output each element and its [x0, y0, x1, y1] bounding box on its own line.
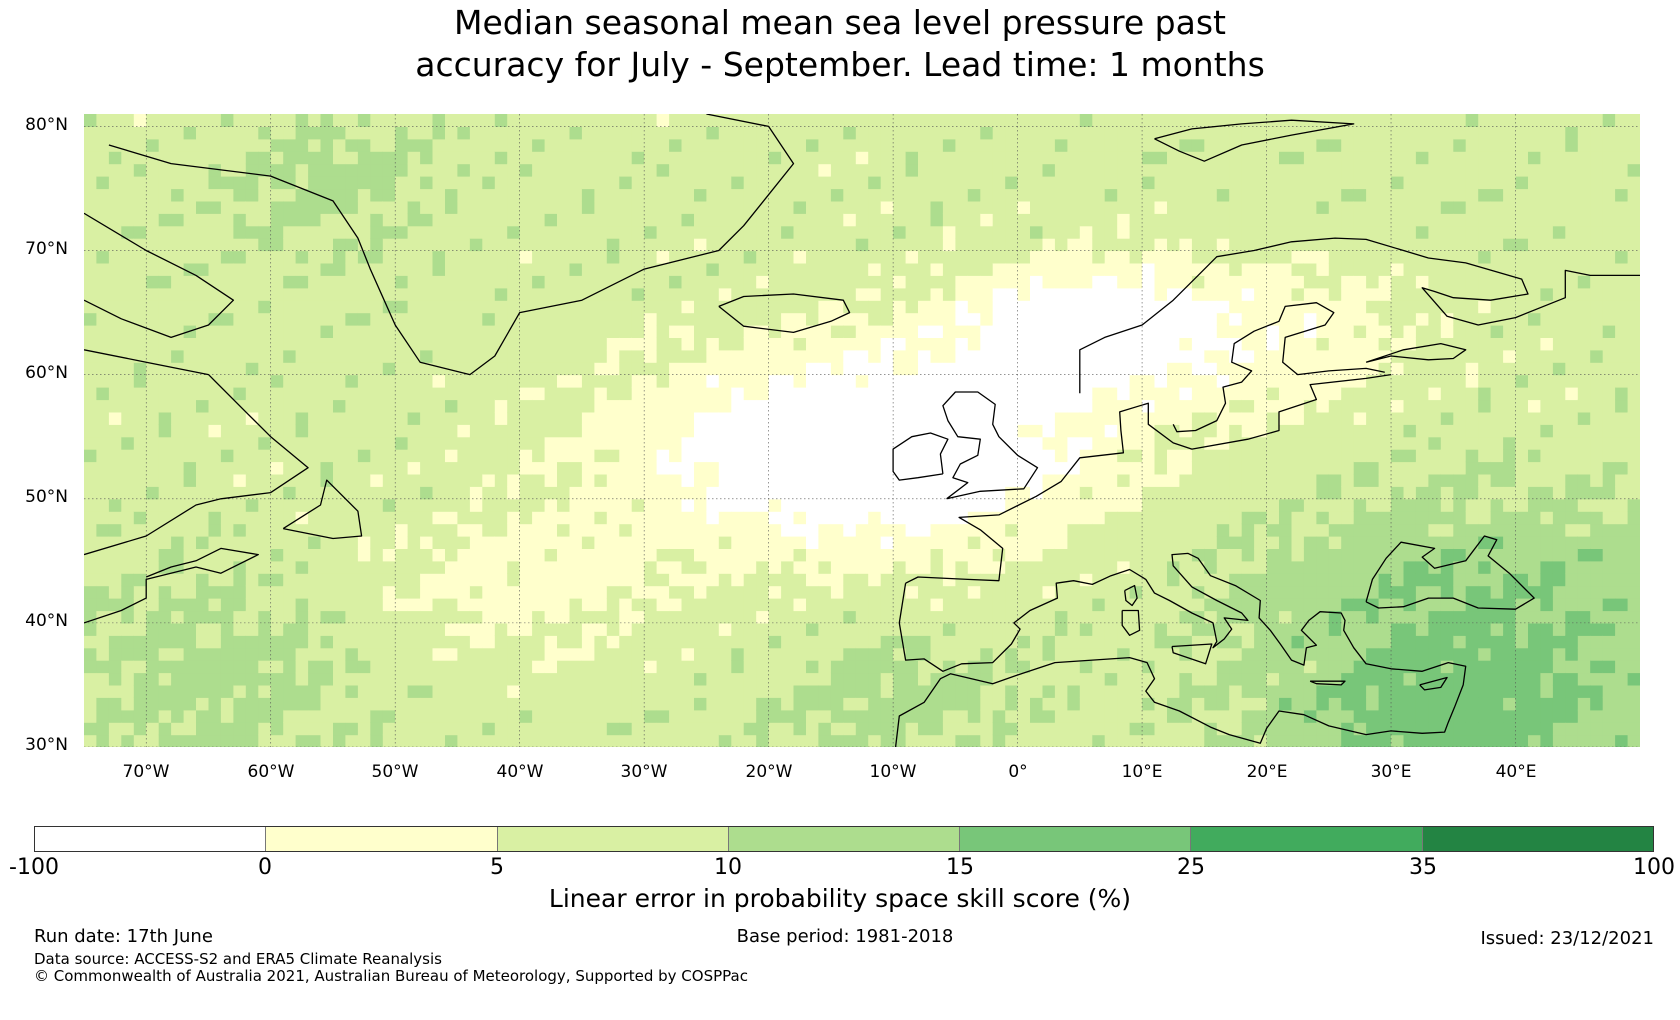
lon-tick-30w: 30°W: [620, 762, 668, 782]
colorbar-segment: [1191, 827, 1423, 851]
newfoundland-coast: [282, 479, 363, 540]
colorbar-tick: 5: [490, 855, 504, 880]
greenland-coast: [108, 114, 795, 376]
colorbar-label: Linear error in probability space skill …: [548, 884, 1132, 913]
colorbar-tick: 100: [1633, 855, 1675, 880]
iceland-coast: [718, 293, 851, 334]
baffin-coast: [84, 212, 235, 339]
lon-tick-20w: 20°W: [745, 762, 793, 782]
nova-scotia-coast: [84, 547, 259, 624]
colorbar-segment: [960, 827, 1192, 851]
lon-tick-20e: 20°E: [1246, 762, 1288, 782]
lat-tick-40n: 40°N: [25, 611, 68, 631]
colorbar-tick: 0: [258, 855, 272, 880]
colorbar-segment: [728, 827, 961, 851]
sicily-coast: [1171, 643, 1213, 665]
lon-tick-10e: 10°E: [1121, 762, 1163, 782]
title-line-2: accuracy for July - September. Lead time…: [415, 45, 1265, 84]
lon-tick-0: 0°: [1008, 762, 1028, 782]
colorbar-tick: 10: [714, 855, 742, 880]
colorbar-tick: -100: [9, 855, 59, 880]
base-period: Base period: 1981-2018: [736, 926, 954, 947]
cyprus-coast: [1419, 676, 1448, 691]
lon-tick-30e: 30°E: [1370, 762, 1412, 782]
graticule: [84, 114, 1640, 747]
title-line-1: Median seasonal mean sea level pressure …: [454, 3, 1226, 42]
black-sea-coast: [1365, 535, 1535, 610]
norway-coast: [1079, 237, 1640, 394]
sardinia-coast: [1121, 609, 1141, 636]
lon-tick-40w: 40°W: [496, 762, 544, 782]
run-date: Run date: 17th June: [34, 926, 213, 947]
lat-tick-30n: 30°N: [25, 735, 68, 755]
lat-tick-80n: 80°N: [25, 115, 68, 135]
iberia-coast: [894, 552, 1467, 747]
lat-tick-50n: 50°N: [25, 487, 68, 507]
coastlines: [84, 114, 1640, 747]
data-source: Data source: ACCESS-S2 and ERA5 Climate …: [34, 950, 442, 968]
colorbar-tick: 35: [1409, 855, 1437, 880]
europe-coast: [905, 373, 1392, 584]
lat-tick-60n: 60°N: [25, 363, 68, 383]
lat-tick-70n: 70°N: [25, 239, 68, 259]
britain-coast: [942, 391, 1039, 500]
lon-tick-60w: 60°W: [247, 762, 295, 782]
sweden-coast: [1172, 302, 1385, 433]
colorbar-segment: [266, 827, 498, 851]
colorbar: [34, 826, 1654, 852]
colorbar-tick: 25: [1177, 855, 1205, 880]
colorbar-segment: [497, 827, 729, 851]
colorbar-segment: [35, 827, 267, 851]
finland-lakes-coast: [1365, 342, 1467, 363]
map-title: Median seasonal mean sea level pressure …: [0, 2, 1680, 86]
skill-field: [84, 114, 1640, 747]
svalbard-coast: [1154, 119, 1355, 162]
corsica-coast: [1124, 584, 1138, 607]
lon-tick-10w: 10°W: [869, 762, 917, 782]
issued-date: Issued: 23/12/2021: [1480, 928, 1654, 949]
labrador-coast: [84, 349, 309, 556]
lon-tick-70w: 70°W: [122, 762, 170, 782]
copyright: © Commonwealth of Australia 2021, Austra…: [34, 967, 748, 985]
lon-tick-50w: 50°W: [371, 762, 419, 782]
crete-coast: [1309, 680, 1346, 686]
lon-tick-40e: 40°E: [1495, 762, 1537, 782]
colorbar-segment: [1422, 827, 1653, 851]
colorbar-tick: 15: [946, 855, 974, 880]
ireland-coast: [892, 432, 949, 481]
